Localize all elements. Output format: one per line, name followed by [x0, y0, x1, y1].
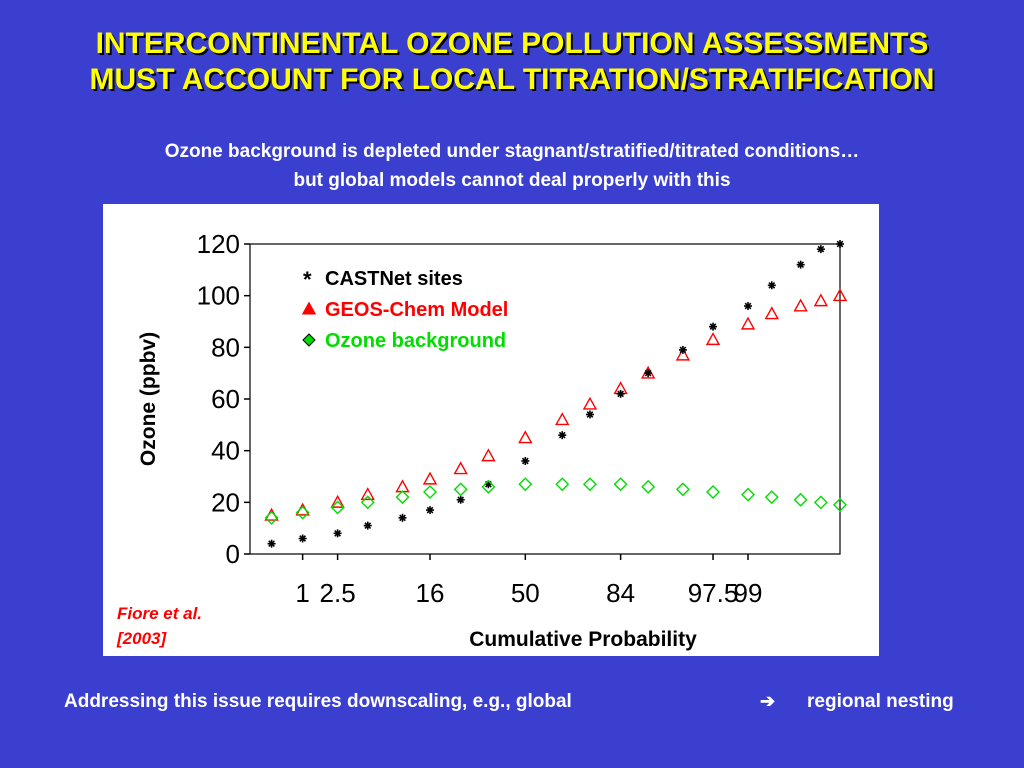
- castnet-sites-point: [585, 410, 594, 419]
- ozone-background-point: [741, 487, 755, 502]
- ozone-background-point: [395, 490, 410, 505]
- ozone-background-point: [264, 510, 279, 525]
- x-tick-label: 2.5: [320, 578, 356, 608]
- ozone-probability-chart: 0 20 40 60 80 100 120 1 2.5 16 50 84 97.599 Ozone (pp…: [116, 229, 848, 651]
- geos-chem-model-point: [705, 332, 721, 346]
- ozone-background-point: [706, 485, 721, 499]
- chart-panel: 0 20 40 60 80 100 120 1 2.5 16 50 84 97.5 99 Ozone (pp…: [103, 204, 879, 656]
- geos-chem-model-point: [555, 412, 570, 426]
- footer-left-text: Addressing this issue requires downscali…: [64, 691, 572, 712]
- slide-title: INTERCONTINENTAL OZONE POLLUTION ASSESSM…: [0, 26, 1024, 98]
- castnet-sites-point: [363, 521, 372, 530]
- y-tick-label: 80: [211, 332, 240, 362]
- ozone-background-point: [453, 482, 468, 497]
- x-tick-label: 97.5: [688, 578, 739, 608]
- ozone-background-point: [613, 477, 628, 492]
- y-tick-label: 60: [211, 384, 240, 414]
- y-tick-label: 0: [226, 539, 240, 569]
- legend-diamond-icon: [302, 333, 316, 347]
- geos-chem-model-point: [360, 487, 375, 501]
- geos-chem-model-point: [395, 479, 410, 493]
- castnet-sites-point: [426, 506, 435, 515]
- geos-chem-model-point: [675, 347, 691, 361]
- ozone-background-point: [641, 479, 656, 494]
- ozone-background-point: [833, 497, 847, 512]
- geos-chem-model-point: [832, 288, 848, 302]
- legend-triangle-icon: [301, 301, 317, 315]
- title-line-2: MUST ACCOUNT FOR LOCAL TITRATION/STRATIF…: [89, 63, 935, 96]
- legend-label: GEOS-Chem Model: [325, 299, 508, 321]
- geos-chem-model-point: [740, 316, 756, 330]
- ozone-background-point: [764, 490, 779, 505]
- castnet-sites-point: [521, 457, 530, 465]
- geos-chem-model-point: [422, 471, 438, 485]
- title-line-1: INTERCONTINENTAL OZONE POLLUTION ASSESSM…: [95, 27, 929, 60]
- ozone-background-point: [330, 500, 345, 515]
- castnet-sites-point: [767, 281, 776, 290]
- legend-star-icon: *: [303, 267, 312, 292]
- geos-chem-model-point: [330, 494, 345, 508]
- subtitle-line-1: Ozone background is depleted under stagn…: [164, 141, 860, 162]
- geos-chem-model-point: [764, 306, 779, 320]
- geos-chem-model-point: [518, 430, 533, 444]
- geos-chem-model-point: [582, 396, 598, 410]
- geos-chem-model-point: [453, 461, 468, 475]
- ozone-background-point: [360, 495, 375, 510]
- ozone-background-point: [295, 505, 310, 520]
- x-tick-label: 84: [606, 578, 635, 608]
- castnet-sites-point: [836, 240, 844, 248]
- legend-label: Ozone background: [325, 330, 506, 352]
- ozone-background-point: [793, 492, 808, 507]
- castnet-sites-point: [678, 345, 687, 354]
- y-axis-label: Ozone (ppbv): [137, 332, 160, 466]
- geos-chem-model-point: [481, 448, 496, 462]
- y-tick-label: 100: [197, 281, 240, 311]
- slide-subtitle: Ozone background is depleted under stagn…: [0, 137, 1024, 195]
- x-tick-label: 50: [511, 578, 540, 608]
- x-tick-label: 1: [295, 578, 309, 608]
- legend-label: CASTNet sites: [325, 268, 463, 290]
- citation-line-2: [2003]: [116, 629, 167, 648]
- x-tick-label: 99: [734, 578, 763, 608]
- ozone-background-point: [813, 495, 828, 510]
- x-tick-label: 16: [416, 578, 445, 608]
- subtitle-line-2: but global models cannot deal properly w…: [293, 170, 731, 191]
- x-axis-label: Cumulative Probability: [469, 628, 697, 651]
- citation-line-1: Fiore et al.: [117, 604, 202, 623]
- footer-right-text: regional nesting: [807, 691, 954, 712]
- castnet-sites-point: [744, 302, 753, 310]
- arrow-right-icon: ➔: [760, 691, 776, 711]
- castnet-sites-point: [558, 431, 567, 440]
- castnet-sites-point: [816, 245, 825, 254]
- geos-chem-model-point: [793, 298, 808, 312]
- y-tick-label: 120: [197, 229, 240, 259]
- geos-chem-model-point: [813, 293, 829, 307]
- castnet-sites-point: [709, 322, 718, 331]
- ozone-background-point: [423, 485, 438, 499]
- y-tick-label: 20: [211, 487, 240, 517]
- ozone-background-point: [518, 477, 533, 492]
- castnet-sites-point: [456, 495, 465, 504]
- castnet-sites-point: [796, 260, 805, 269]
- ozone-background-point: [555, 477, 570, 492]
- castnet-sites-point: [616, 389, 625, 398]
- castnet-sites-point: [644, 369, 653, 378]
- ozone-background-point: [582, 477, 597, 492]
- ozone-background-point: [675, 482, 690, 497]
- castnet-sites-point: [298, 534, 307, 543]
- castnet-sites-point: [398, 513, 407, 522]
- castnet-sites-point: [267, 539, 276, 548]
- y-tick-label: 40: [211, 436, 240, 466]
- ozone-background-point: [481, 479, 496, 494]
- castnet-sites-point: [333, 529, 342, 538]
